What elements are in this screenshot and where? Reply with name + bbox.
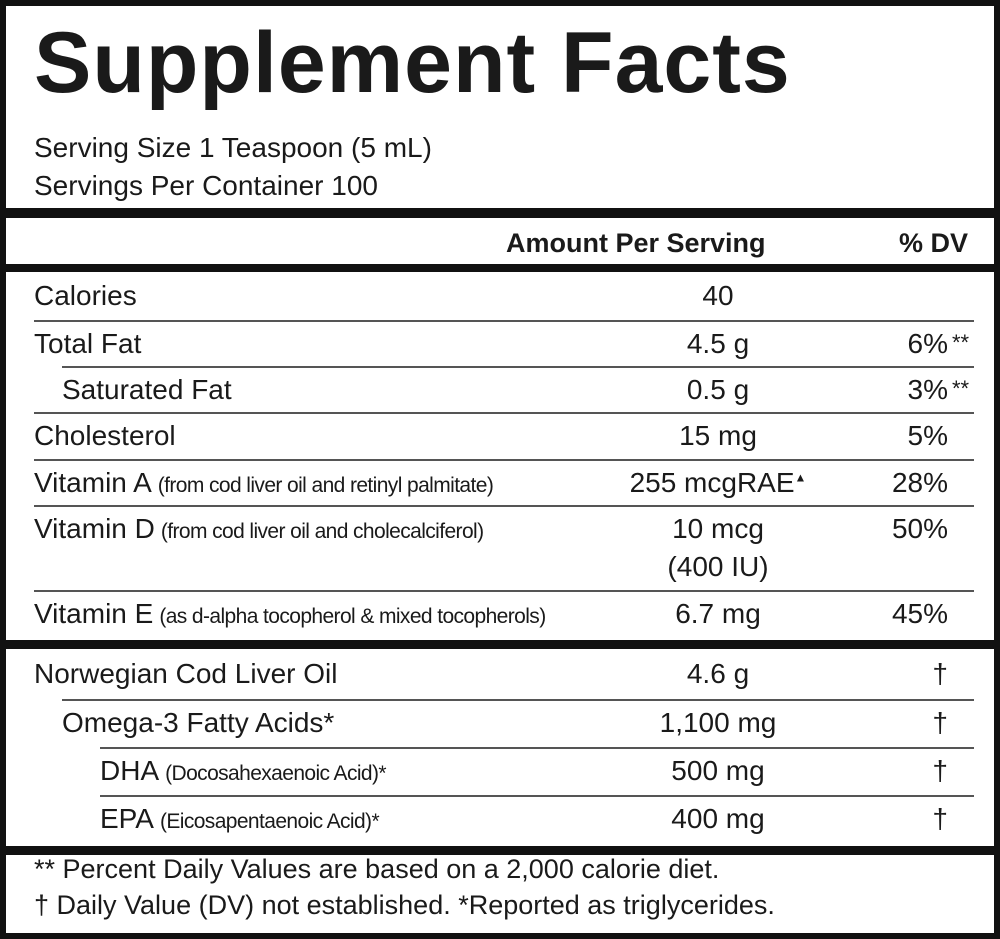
divider-bar xyxy=(6,264,994,272)
nutrient: EPA (Eicosapentaenoic Acid)* xyxy=(100,803,380,835)
amount-value: 4.5 g xyxy=(686,328,750,359)
amount-value: 500 mg xyxy=(671,755,765,786)
dv-header: % DV xyxy=(898,228,968,258)
row-separator xyxy=(100,795,974,797)
amount: 1,100 mg xyxy=(618,707,818,739)
amount: 40 xyxy=(618,280,818,312)
amount-value: 1,100 mg xyxy=(659,707,777,738)
divider-bar xyxy=(6,640,994,649)
amount-secondary: (400 IU) xyxy=(667,551,769,582)
nutrient: Vitamin A (from cod liver oil and retinyl… xyxy=(34,467,494,499)
row-separator xyxy=(34,459,974,461)
nutrient: Calories xyxy=(34,280,137,312)
nutrient-detail: (Eicosapentaenoic Acid)* xyxy=(159,810,380,833)
amount-value: 10 mcg xyxy=(672,513,764,544)
amount-value: 0.5 g xyxy=(686,374,750,405)
amount: 400 mg xyxy=(618,803,818,835)
nutrient-name: Cholesterol xyxy=(34,420,176,451)
daily-value: 28% xyxy=(891,467,948,498)
daily-value: 45% xyxy=(891,598,948,629)
row-separator xyxy=(62,366,974,368)
amount-value: 4.6 g xyxy=(686,658,750,689)
row-separator xyxy=(34,412,974,414)
nutrient-name: Omega-3 Fatty Acids* xyxy=(62,707,335,738)
footnote: † Daily Value (DV) not established. *Rep… xyxy=(34,890,775,920)
nutrient: Omega-3 Fatty Acids* xyxy=(62,707,334,739)
amount: 10 mcg xyxy=(618,513,818,545)
nutrient: Vitamin E (as d-alpha tocopherol & mixed … xyxy=(34,598,546,630)
divider-bar xyxy=(6,208,994,218)
nutrient: Total Fat xyxy=(34,328,141,360)
daily-value: † xyxy=(932,755,948,786)
amount-value: 6.7 mg xyxy=(675,598,761,629)
amount: 6.7 mg xyxy=(618,598,818,630)
amount-value: 15 mg xyxy=(679,420,757,451)
amount-value: 40 xyxy=(702,280,734,311)
daily-value: 50% xyxy=(891,513,948,544)
amount: 4.5 g xyxy=(618,328,818,360)
daily-value: † xyxy=(932,707,948,738)
nutrient-name: EPA xyxy=(100,803,154,834)
serving-size: Serving Size 1 Teaspoon (5 mL) xyxy=(34,132,432,163)
nutrient-detail: (Docosahexaenoic Acid)* xyxy=(165,762,386,785)
amount: 4.6 g xyxy=(618,658,818,690)
nutrient: Cholesterol xyxy=(34,420,176,452)
daily-value: † xyxy=(932,658,948,689)
amount: 255 mcgRAE▲ xyxy=(618,467,818,499)
nutrient-name: Vitamin D xyxy=(34,513,155,544)
nutrient-detail: (from cod liver oil and retinyl palmitat… xyxy=(157,474,494,497)
nutrient-name: Saturated Fat xyxy=(62,374,232,405)
nutrient-name: Vitamin A xyxy=(34,467,152,498)
nutrient: Saturated Fat xyxy=(62,374,232,406)
row-separator xyxy=(100,747,974,749)
title: Supplement Facts xyxy=(34,15,791,111)
nutrient-detail: (from cod liver oil and cholecalciferol) xyxy=(160,520,484,543)
row-separator xyxy=(34,590,974,592)
amount: 500 mg xyxy=(618,755,818,787)
nutrient: DHA (Docosahexaenoic Acid)* xyxy=(100,755,387,787)
nutrient-name: Total Fat xyxy=(34,328,142,359)
amount-marker: ▲ xyxy=(794,470,807,485)
nutrient: Norwegian Cod Liver Oil xyxy=(34,658,337,690)
nutrient-name: Vitamin E xyxy=(34,598,154,629)
daily-value: † xyxy=(932,803,948,834)
amount: 0.5 g xyxy=(618,374,818,406)
row-separator xyxy=(34,505,974,507)
amount-value: 255 mcgRAE xyxy=(629,467,795,498)
nutrient-name: Norwegian Cod Liver Oil xyxy=(34,658,338,689)
nutrient: Vitamin D (from cod liver oil and choleca… xyxy=(34,513,484,545)
dv-note: ** xyxy=(952,330,970,355)
daily-value: 3% xyxy=(907,374,948,405)
servings-per-container: Servings Per Container 100 xyxy=(34,170,378,201)
daily-value: 6% xyxy=(907,328,948,359)
amount-header: Amount Per Serving xyxy=(506,228,766,258)
nutrient-detail: (as d-alpha tocopherol & mixed tocophero… xyxy=(159,605,546,628)
footnote: ** Percent Daily Values are based on a 2… xyxy=(34,854,720,884)
row-separator xyxy=(34,320,974,322)
amount-value: 400 mg xyxy=(671,803,765,834)
nutrient-name: Calories xyxy=(34,280,137,311)
amount: 15 mg xyxy=(618,420,818,452)
daily-value: 5% xyxy=(907,420,948,451)
row-separator xyxy=(62,699,974,701)
divider-bar xyxy=(6,846,994,855)
dv-note: ** xyxy=(952,376,970,401)
nutrient-name: DHA xyxy=(100,755,160,786)
